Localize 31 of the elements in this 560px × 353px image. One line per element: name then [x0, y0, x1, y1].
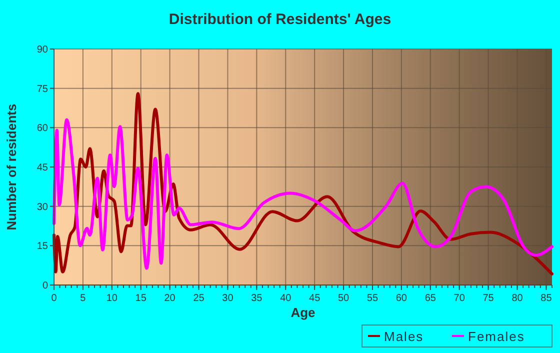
- y-tick-label: 0: [42, 280, 48, 292]
- x-tick-label: 30: [222, 293, 234, 304]
- x-tick-label: 75: [482, 293, 494, 304]
- x-tick-label: 15: [135, 293, 147, 304]
- y-tick-label: 30: [36, 202, 48, 213]
- x-tick-label: 10: [106, 293, 118, 304]
- y-tick-label: 90: [36, 44, 48, 56]
- x-tick-label: 5: [80, 293, 86, 304]
- y-tick-label: 60: [36, 123, 48, 134]
- legend-label: Females: [468, 329, 525, 344]
- x-tick-label: 25: [193, 293, 205, 304]
- y-axis-title: Number of residents: [4, 104, 19, 230]
- line-series: [52, 118, 554, 270]
- x-axis-title: Age: [290, 305, 316, 320]
- x-tick-label: 65: [424, 293, 436, 304]
- x-tick-label: 45: [309, 293, 321, 304]
- x-tick-label: 80: [512, 293, 524, 304]
- y-tick-label: 75: [36, 84, 48, 95]
- x-tick-label: 55: [366, 293, 378, 304]
- y-tick-label: 45: [36, 162, 48, 174]
- chart-title: Distribution of Residents' Ages: [168, 11, 392, 28]
- x-tick-label: 60: [396, 293, 408, 304]
- x-tick-label: 40: [280, 293, 292, 304]
- legend-label: Males: [384, 329, 424, 344]
- y-tick-label: 15: [36, 241, 48, 252]
- x-tick-label: 35: [251, 293, 263, 304]
- x-tick-label: 70: [454, 293, 466, 304]
- x-tick-label: 85: [540, 293, 552, 304]
- x-tick-label: 0: [51, 293, 58, 304]
- x-tick-label: 20: [164, 293, 176, 304]
- x-tick-label: 50: [338, 293, 350, 304]
